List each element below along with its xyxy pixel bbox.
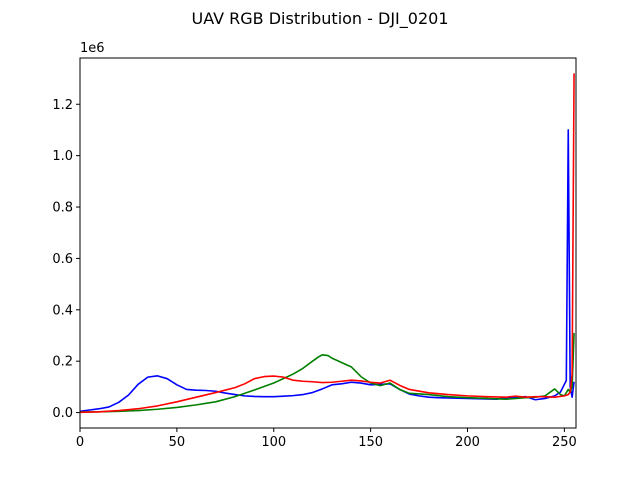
x-tick-label: 150 bbox=[358, 435, 383, 450]
series-group bbox=[80, 73, 575, 414]
x-tick-label: 0 bbox=[76, 435, 84, 450]
series-line-2 bbox=[80, 73, 575, 414]
chart-title: UAV RGB Distribution - DJI_0201 bbox=[191, 9, 448, 29]
y-tick-label: 0.4 bbox=[52, 303, 73, 318]
x-tick-label: 250 bbox=[552, 435, 577, 450]
x-tick-label: 50 bbox=[169, 435, 186, 450]
x-axis: 0 50 100 150 200 250 bbox=[76, 428, 577, 450]
y-axis: 0.0 0.2 0.4 0.6 0.8 1.0 1.2 bbox=[52, 98, 80, 421]
x-tick-label: 100 bbox=[261, 435, 286, 450]
y-tick-label: 0.2 bbox=[52, 355, 73, 370]
y-offset-label: 1e6 bbox=[80, 41, 105, 56]
y-tick-label: 0.8 bbox=[52, 201, 73, 216]
y-tick-label: 1.2 bbox=[52, 98, 73, 113]
plot-frame bbox=[79, 57, 577, 429]
y-tick-label: 1.0 bbox=[52, 149, 73, 164]
x-tick-label: 200 bbox=[455, 435, 480, 450]
series-line-0 bbox=[80, 129, 575, 413]
series-line-1 bbox=[80, 332, 575, 413]
y-tick-label: 0.6 bbox=[52, 252, 73, 267]
y-tick-label: 0.0 bbox=[52, 406, 73, 421]
